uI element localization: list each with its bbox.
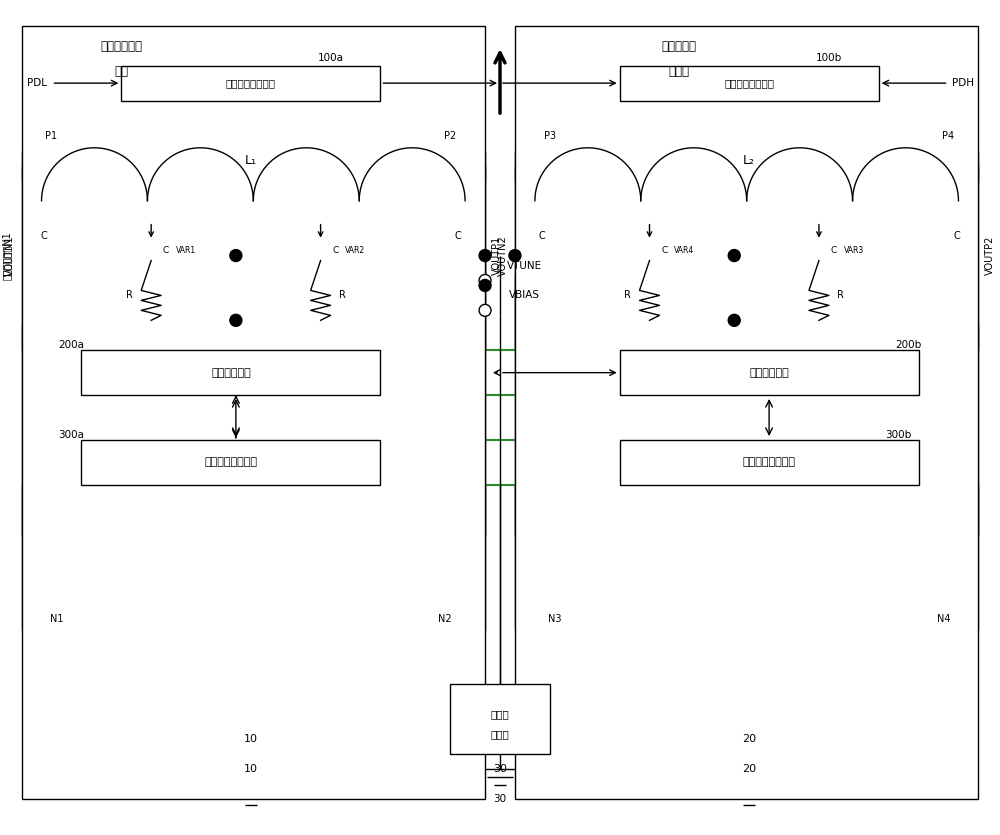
Text: 200a: 200a [58,340,84,350]
Circle shape [509,250,521,261]
Text: 10: 10 [244,764,258,774]
Text: 100b: 100b [816,53,842,63]
Bar [515,27,978,799]
Text: C: C [455,230,462,240]
Text: 20: 20 [742,764,756,774]
Text: L₂: L₂ [743,154,755,167]
Bar [81,350,380,395]
Text: P3: P3 [544,131,556,141]
Text: 数字控: 数字控 [491,709,509,719]
Text: C: C [163,246,169,255]
Text: P4: P4 [942,131,955,141]
Circle shape [479,250,491,261]
Text: VBIAS: VBIAS [509,291,540,301]
Text: C: C [40,230,47,240]
Text: VOUTN2: VOUTN2 [498,235,508,276]
Text: C: C [661,246,668,255]
Circle shape [479,305,491,316]
Circle shape [728,250,740,261]
Text: 10: 10 [244,734,258,744]
Circle shape [728,314,740,326]
Bar [121,66,380,101]
Text: R: R [126,291,133,301]
Text: 低频段压控振N1: 低频段压控振N1 [2,231,12,280]
Text: VAR1: VAR1 [176,246,196,255]
Text: VAR2: VAR2 [345,246,366,255]
Text: VOUTP1: VOUTP1 [492,236,502,276]
Text: N4: N4 [937,615,950,625]
Text: N2: N2 [438,615,452,625]
Text: 低频段压控振: 低频段压控振 [100,40,142,53]
Circle shape [479,280,491,291]
Text: 开关可变电容阵列: 开关可变电容阵列 [204,458,257,468]
Text: 制信号: 制信号 [491,729,509,739]
Text: VOUTP2: VOUTP2 [985,235,995,276]
Text: C: C [831,246,837,255]
Text: P1: P1 [45,131,58,141]
Text: 振荡器: 振荡器 [669,64,690,78]
Circle shape [230,250,242,261]
Text: 荡器: 荡器 [114,64,128,78]
Text: R: R [339,291,346,301]
Circle shape [479,275,491,286]
Text: 300a: 300a [58,430,84,440]
Text: 30: 30 [493,764,507,774]
Text: L₁: L₁ [245,154,257,167]
Bar [620,440,919,485]
Bar [620,350,919,395]
Text: C: C [332,246,339,255]
Text: R: R [624,291,631,301]
Text: 200b: 200b [896,340,922,350]
Circle shape [230,314,242,326]
Text: C: C [953,230,960,240]
Text: 开关电容阵列: 开关电容阵列 [749,367,789,377]
Text: PDH: PDH [952,78,974,89]
Text: 开关可变电容阵列: 开关可变电容阵列 [743,458,796,468]
Text: PDL: PDL [27,78,47,89]
Bar [620,66,879,101]
Bar [22,27,485,799]
Text: 开关尾电流源阵列: 开关尾电流源阵列 [226,78,276,89]
Text: N1: N1 [50,615,63,625]
Text: VTUNE: VTUNE [507,261,542,271]
Text: N3: N3 [548,615,562,625]
Text: P2: P2 [444,131,456,141]
Text: VAR4: VAR4 [674,246,695,255]
Text: 300b: 300b [886,430,912,440]
Bar [81,440,380,485]
Text: VOUTN1: VOUTN1 [5,235,15,276]
Text: 开关电容阵列: 开关电容阵列 [211,367,251,377]
Text: 20: 20 [742,734,756,744]
Bar [450,684,550,754]
Text: 30: 30 [493,794,507,804]
Text: 开关尾电流源阵列: 开关尾电流源阵列 [724,78,774,89]
Text: VAR3: VAR3 [844,246,864,255]
Text: R: R [837,291,844,301]
Text: 高频段压控: 高频段压控 [662,40,697,53]
Text: C: C [538,230,545,240]
Text: 100a: 100a [318,53,344,63]
